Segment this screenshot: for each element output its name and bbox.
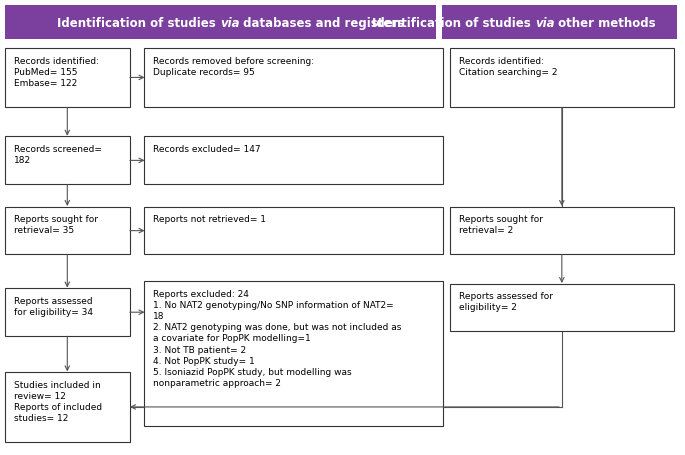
FancyBboxPatch shape [144,282,443,426]
FancyBboxPatch shape [5,372,130,442]
Text: via: via [220,16,240,30]
FancyBboxPatch shape [5,49,130,108]
FancyBboxPatch shape [450,284,674,332]
FancyBboxPatch shape [144,49,443,108]
Text: Identification of studies: Identification of studies [373,16,536,30]
FancyBboxPatch shape [5,288,130,336]
Text: Records removed before screening:
Duplicate records= 95: Records removed before screening: Duplic… [153,56,314,76]
Text: other methods: other methods [554,16,656,30]
Text: Reports excluded: 24
1. No NAT2 genotyping/No SNP information of NAT2=
18
2. NAT: Reports excluded: 24 1. No NAT2 genotypi… [153,289,401,387]
FancyBboxPatch shape [450,49,674,108]
Text: Reports not retrieved= 1: Reports not retrieved= 1 [153,215,266,224]
FancyBboxPatch shape [144,137,443,185]
Text: databases and registers: databases and registers [239,16,404,30]
Text: Reports assessed for
eligibility= 2: Reports assessed for eligibility= 2 [458,292,553,312]
FancyBboxPatch shape [5,6,436,40]
FancyBboxPatch shape [144,207,443,255]
Text: Identification of studies: Identification of studies [58,16,220,30]
FancyBboxPatch shape [5,207,130,255]
Text: via: via [536,16,555,30]
Text: Studies included in
review= 12
Reports of included
studies= 12: Studies included in review= 12 Reports o… [14,380,102,422]
Text: Records identified:
Citation searching= 2: Records identified: Citation searching= … [458,56,557,76]
FancyBboxPatch shape [442,6,677,40]
Text: Records excluded= 147: Records excluded= 147 [153,145,260,154]
FancyBboxPatch shape [5,137,130,185]
Text: Records identified:
PubMed= 155
Embase= 122: Records identified: PubMed= 155 Embase= … [14,56,99,88]
Text: Reports sought for
retrieval= 35: Reports sought for retrieval= 35 [14,215,98,235]
Text: Reports assessed
for eligibility= 34: Reports assessed for eligibility= 34 [14,296,92,316]
Text: Reports sought for
retrieval= 2: Reports sought for retrieval= 2 [458,215,543,235]
Text: Records screened=
182: Records screened= 182 [14,145,101,165]
FancyBboxPatch shape [450,207,674,255]
